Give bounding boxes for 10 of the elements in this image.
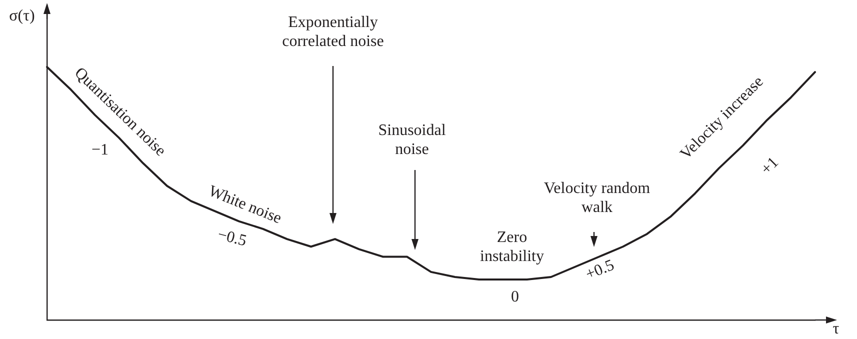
text: Exponentially correlated noise	[281, 13, 385, 51]
annotation: Zero instability	[479, 228, 545, 266]
annotation: Sinusoidal noise	[377, 121, 447, 159]
y-axis-title: σ(τ)	[8, 6, 36, 26]
annotation: +1	[756, 152, 784, 180]
annotation: −1	[90, 140, 110, 160]
annotation: +0.5	[582, 256, 618, 286]
annotation: 0	[510, 288, 520, 306]
x-axis-title: τ	[832, 320, 840, 338]
annotation: Velocity random walk	[542, 179, 652, 217]
